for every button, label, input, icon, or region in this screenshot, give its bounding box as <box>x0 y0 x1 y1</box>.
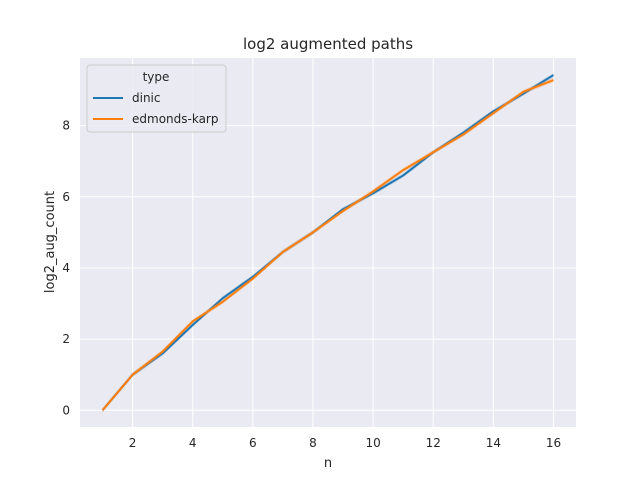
x-tick-label: 14 <box>486 436 501 450</box>
y-tick-label: 6 <box>62 190 70 204</box>
y-tick-label: 2 <box>62 332 70 346</box>
y-tick-label: 0 <box>62 403 70 417</box>
x-tick-label: 6 <box>249 436 257 450</box>
x-tick-label: 8 <box>309 436 317 450</box>
grid-lines <box>80 58 576 427</box>
x-tick-label: 4 <box>189 436 197 450</box>
y-tick-labels: 0 2 4 6 8 <box>62 119 70 418</box>
series-edmonds-karp <box>101 77 554 413</box>
y-axis-label: log2_aug_count <box>43 191 58 293</box>
legend-label-dinic: dinic <box>132 91 161 105</box>
legend-box <box>86 64 227 133</box>
series-layer <box>101 72 554 413</box>
series-line-edmonds-karp <box>101 79 554 411</box>
x-tick-labels: 2 4 6 8 10 12 14 16 <box>129 436 561 450</box>
legend-title: type <box>143 70 170 84</box>
legend: type dinic edmonds-karp <box>86 64 227 133</box>
chart-title: log2 augmented paths <box>243 35 413 53</box>
legend-label-edmonds-karp: edmonds-karp <box>132 112 218 126</box>
y-tick-label: 4 <box>62 261 70 275</box>
x-axis-label: n <box>324 456 332 471</box>
x-tick-label: 2 <box>129 436 137 450</box>
x-tick-label: 12 <box>426 436 441 450</box>
y-tick-label: 8 <box>62 119 70 133</box>
x-tick-label: 10 <box>365 436 380 450</box>
x-tick-label: 16 <box>546 436 561 450</box>
